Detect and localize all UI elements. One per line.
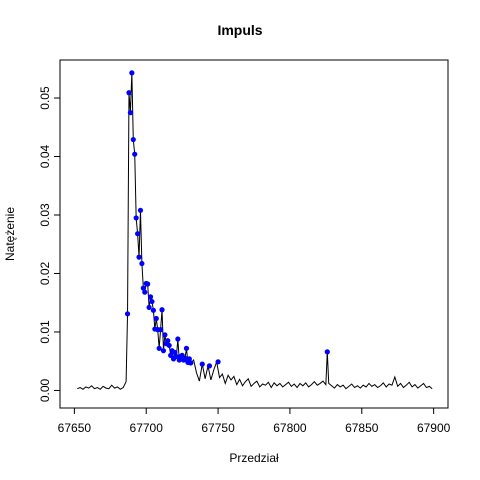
peak-point — [183, 345, 190, 351]
peak-point — [173, 353, 179, 360]
peak-point — [199, 361, 205, 367]
peak-point — [149, 298, 155, 305]
peak-point — [175, 336, 181, 342]
y-axis-label: Natężenie — [3, 207, 17, 261]
peak-point — [215, 359, 221, 365]
peak-point — [150, 307, 157, 313]
plot-box — [59, 59, 449, 409]
peak-point — [324, 349, 330, 355]
peak-point — [156, 345, 162, 351]
y-tick-label: 0.03 — [38, 203, 52, 227]
peak-point — [137, 207, 144, 213]
y-tick-label: 0.05 — [38, 86, 52, 110]
peak-point — [126, 90, 132, 96]
peak-point — [153, 315, 159, 322]
signal-line — [77, 72, 433, 390]
peak-point — [147, 294, 154, 300]
peak-point — [172, 349, 178, 356]
peak-point — [127, 110, 134, 116]
peak-point — [140, 285, 146, 291]
peak-point — [166, 342, 172, 349]
peak-point — [157, 327, 164, 333]
peak-point — [146, 304, 152, 311]
x-tick-label: 67700 — [130, 421, 164, 435]
x-tick-label: 67650 — [58, 421, 92, 435]
peak-point — [168, 352, 174, 358]
peak-point — [162, 332, 168, 338]
peak-point — [133, 215, 139, 221]
x-tick-label: 67800 — [273, 421, 307, 435]
chart-title: Impuls — [217, 22, 262, 38]
peak-point — [186, 356, 192, 362]
peak-point — [159, 307, 165, 313]
peak-point — [206, 363, 213, 369]
y-tick-label: 0.00 — [38, 378, 52, 402]
peak-point — [142, 289, 148, 295]
peak-point — [145, 281, 151, 287]
peak-point — [130, 136, 136, 143]
x-axis-label: Przedział — [229, 451, 279, 465]
y-tick-label: 0.02 — [38, 261, 52, 285]
peak-point — [135, 231, 141, 237]
x-tick-label: 67750 — [201, 421, 235, 435]
peak-point — [124, 311, 131, 317]
peak-point — [136, 254, 142, 260]
y-tick-label: 0.01 — [38, 320, 52, 344]
peak-point — [132, 151, 138, 157]
peak-point — [129, 70, 135, 76]
peak-point — [188, 360, 194, 366]
x-tick-label: 67900 — [417, 421, 451, 435]
peak-point — [182, 355, 188, 361]
peak-point — [165, 338, 171, 344]
y-tick-label: 0.04 — [38, 145, 52, 169]
peak-point — [160, 348, 167, 354]
x-tick-label: 67850 — [345, 421, 379, 435]
peak-point — [139, 260, 145, 267]
